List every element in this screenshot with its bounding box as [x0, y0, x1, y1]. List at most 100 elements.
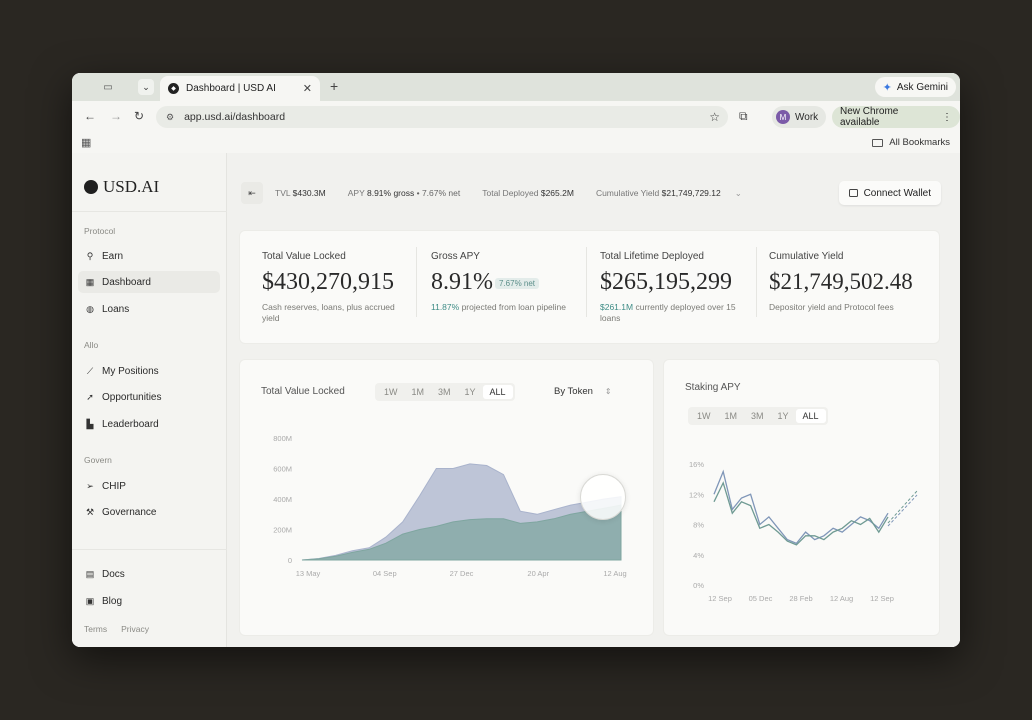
series-line: [713, 469, 889, 545]
sidebar-item-blog[interactable]: ▣ Blog: [78, 590, 220, 612]
projection-line: [887, 494, 918, 527]
stat-divider: [416, 247, 417, 317]
logo-mark-icon: [84, 180, 98, 194]
usdai-logo[interactable]: USD.AI: [84, 177, 159, 197]
sidebar-item-my-positions[interactable]: ⟋ My Positions: [78, 360, 220, 382]
sidebar-item-dashboard[interactable]: ▦ Dashboard: [78, 271, 220, 293]
range-3m[interactable]: 3M: [751, 411, 764, 421]
privacy-link[interactable]: Privacy: [121, 624, 150, 634]
stat-label: Cumulative Yield: [769, 251, 844, 262]
folder-icon: [872, 138, 884, 147]
bookmark-star-icon[interactable]: ☆: [709, 110, 720, 124]
x-tick-label: 27 Dec: [450, 569, 474, 578]
range-all[interactable]: ALL: [795, 409, 826, 423]
y-tick-label: 0%: [693, 581, 704, 590]
range-1y[interactable]: 1Y: [464, 387, 476, 397]
sidebar-item-label: Opportunities: [102, 391, 162, 403]
x-tick-label: 20 Apr: [527, 569, 549, 578]
stat-deployed: Total Lifetime Deployed $265,195,299 $26…: [600, 231, 750, 345]
sidebar-item-label: Dashboard: [102, 276, 151, 288]
updown-chevron-icon: ⇕: [604, 387, 612, 396]
new-chrome-button[interactable]: New Chrome available ⋮: [832, 106, 960, 128]
tvl-chart: 0 200M 400M 600M 800M 13 May 04 Sep 27 Dec 20 Ap…: [273, 434, 626, 578]
main-content: ⇤ TVL $430.3M APY 8.91% gross • 7.67% ne…: [227, 153, 960, 647]
by-token-label: By Token: [554, 386, 593, 397]
y-tick-label: 8%: [693, 521, 704, 530]
tab-strip: ▭ ⌄ ◆ Dashboard | USD AI ✕ + ✦ Ask Gemin…: [72, 73, 960, 101]
stat-desc: Cash reserves, loans, plus accrued yield: [262, 302, 395, 323]
projection-line: [887, 490, 918, 524]
profile-label: Work: [795, 111, 819, 123]
range-1m[interactable]: 1M: [724, 411, 738, 421]
blog-icon: ▣: [85, 595, 95, 606]
kebab-menu-icon[interactable]: ⋮: [942, 111, 952, 123]
avatar: M: [776, 110, 790, 124]
sidebar-item-chip[interactable]: ➢ CHIP: [78, 475, 220, 497]
range-all[interactable]: ALL: [482, 385, 513, 399]
profile-button[interactable]: M Work: [772, 106, 827, 128]
y-tick-label: 16%: [689, 460, 704, 469]
stat-label: Total Value Locked: [262, 251, 346, 262]
sidebar-item-opportunities[interactable]: ➚ Opportunities: [78, 386, 220, 408]
sidebar-item-earn[interactable]: ⚲ Earn: [78, 245, 220, 267]
range-1w[interactable]: 1W: [384, 387, 398, 397]
stat-desc: Depositor yield and Protocol fees: [769, 302, 894, 312]
ticker-tvl: TVL $430.3M: [275, 188, 326, 198]
gavel-icon: ⚒: [85, 506, 95, 517]
podium-icon: ▙: [86, 418, 94, 429]
range-3m[interactable]: 3M: [438, 387, 451, 397]
ask-gemini-button[interactable]: ✦ Ask Gemini: [874, 77, 956, 97]
close-tab-icon[interactable]: ✕: [302, 83, 312, 95]
stat-cumulative-yield: Cumulative Yield $21,749,502.48 Deposito…: [769, 231, 934, 345]
sidebar-item-governance[interactable]: ⚒ Governance: [78, 501, 220, 523]
section-label-allo: Allo: [84, 340, 99, 350]
sidebar-item-leaderboard[interactable]: ▙ Leaderboard: [78, 413, 220, 435]
all-bookmarks-button[interactable]: All Bookmarks: [872, 137, 950, 148]
tab-list-chevron-icon[interactable]: ⌄: [138, 79, 154, 95]
y-tick-label: 400M: [273, 495, 292, 504]
stat-desc: 11.87% projected from loan pipeline: [431, 302, 567, 312]
apy-chart: 0% 4% 8% 12% 16% 12 Sep 05 Dec 28 Feb 12 Aug 12 S…: [689, 460, 918, 603]
reload-icon[interactable]: ↻: [134, 109, 145, 123]
site-settings-icon[interactable]: ⚙: [166, 111, 175, 122]
collapse-sidebar-icon[interactable]: ⇤: [241, 182, 263, 204]
terms-link[interactable]: Terms: [84, 624, 108, 634]
x-tick-label: 13 May: [296, 569, 321, 578]
back-icon[interactable]: ←: [84, 109, 96, 123]
browser-tab[interactable]: ◆ Dashboard | USD AI ✕: [160, 76, 320, 101]
doc-icon: ▤: [85, 568, 95, 579]
connect-wallet-button[interactable]: Connect Wallet: [838, 181, 941, 205]
sidebar-item-docs[interactable]: ▤ Docs: [78, 563, 220, 585]
range-1m[interactable]: 1M: [411, 387, 425, 397]
range-1y[interactable]: 1Y: [777, 411, 789, 421]
apps-grid-icon[interactable]: ▦: [81, 137, 92, 149]
y-tick-label: 600M: [273, 465, 292, 474]
url-text: app.usd.ai/dashboard: [184, 111, 286, 123]
tab-search-icon[interactable]: ▭: [103, 82, 113, 93]
tvl-range-group: 1W 1M 3M 1Y ALL: [375, 383, 515, 401]
sidebar-item-label: Blog: [102, 595, 123, 607]
forward-icon[interactable]: →: [110, 109, 122, 123]
y-tick-label: 12%: [689, 490, 704, 499]
all-bookmarks-label: All Bookmarks: [889, 137, 950, 148]
ticker-chevron-icon[interactable]: ⌄: [734, 187, 742, 198]
x-tick-label: 05 Dec: [749, 594, 773, 603]
x-tick-label: 28 Feb: [789, 594, 812, 603]
stat-value: $21,749,502.48: [769, 269, 913, 294]
range-1w[interactable]: 1W: [697, 411, 711, 421]
sidebar-item-label: Loans: [102, 303, 130, 315]
apy-range-group: 1W 1M 3M 1Y ALL: [688, 407, 828, 425]
extensions-icon[interactable]: ⧉: [739, 109, 748, 123]
new-tab-icon[interactable]: +: [330, 78, 339, 94]
wallet-icon: [848, 189, 858, 197]
x-tick-label: 12 Aug: [603, 569, 626, 578]
address-bar[interactable]: ⚙ app.usd.ai/dashboard ☆: [156, 106, 728, 128]
connect-wallet-label: Connect Wallet: [863, 187, 931, 199]
net-apy-badge: 7.67% net: [495, 278, 540, 289]
globe-icon: ◍: [86, 303, 94, 314]
stat-value: $265,195,299: [600, 269, 732, 295]
by-token-select[interactable]: By Token ⇕: [554, 386, 612, 397]
cursor-indicator: [580, 474, 626, 520]
ticker-apy: APY 8.91% gross • 7.67% net: [347, 188, 461, 198]
sidebar-item-loans[interactable]: ◍ Loans: [78, 298, 220, 320]
